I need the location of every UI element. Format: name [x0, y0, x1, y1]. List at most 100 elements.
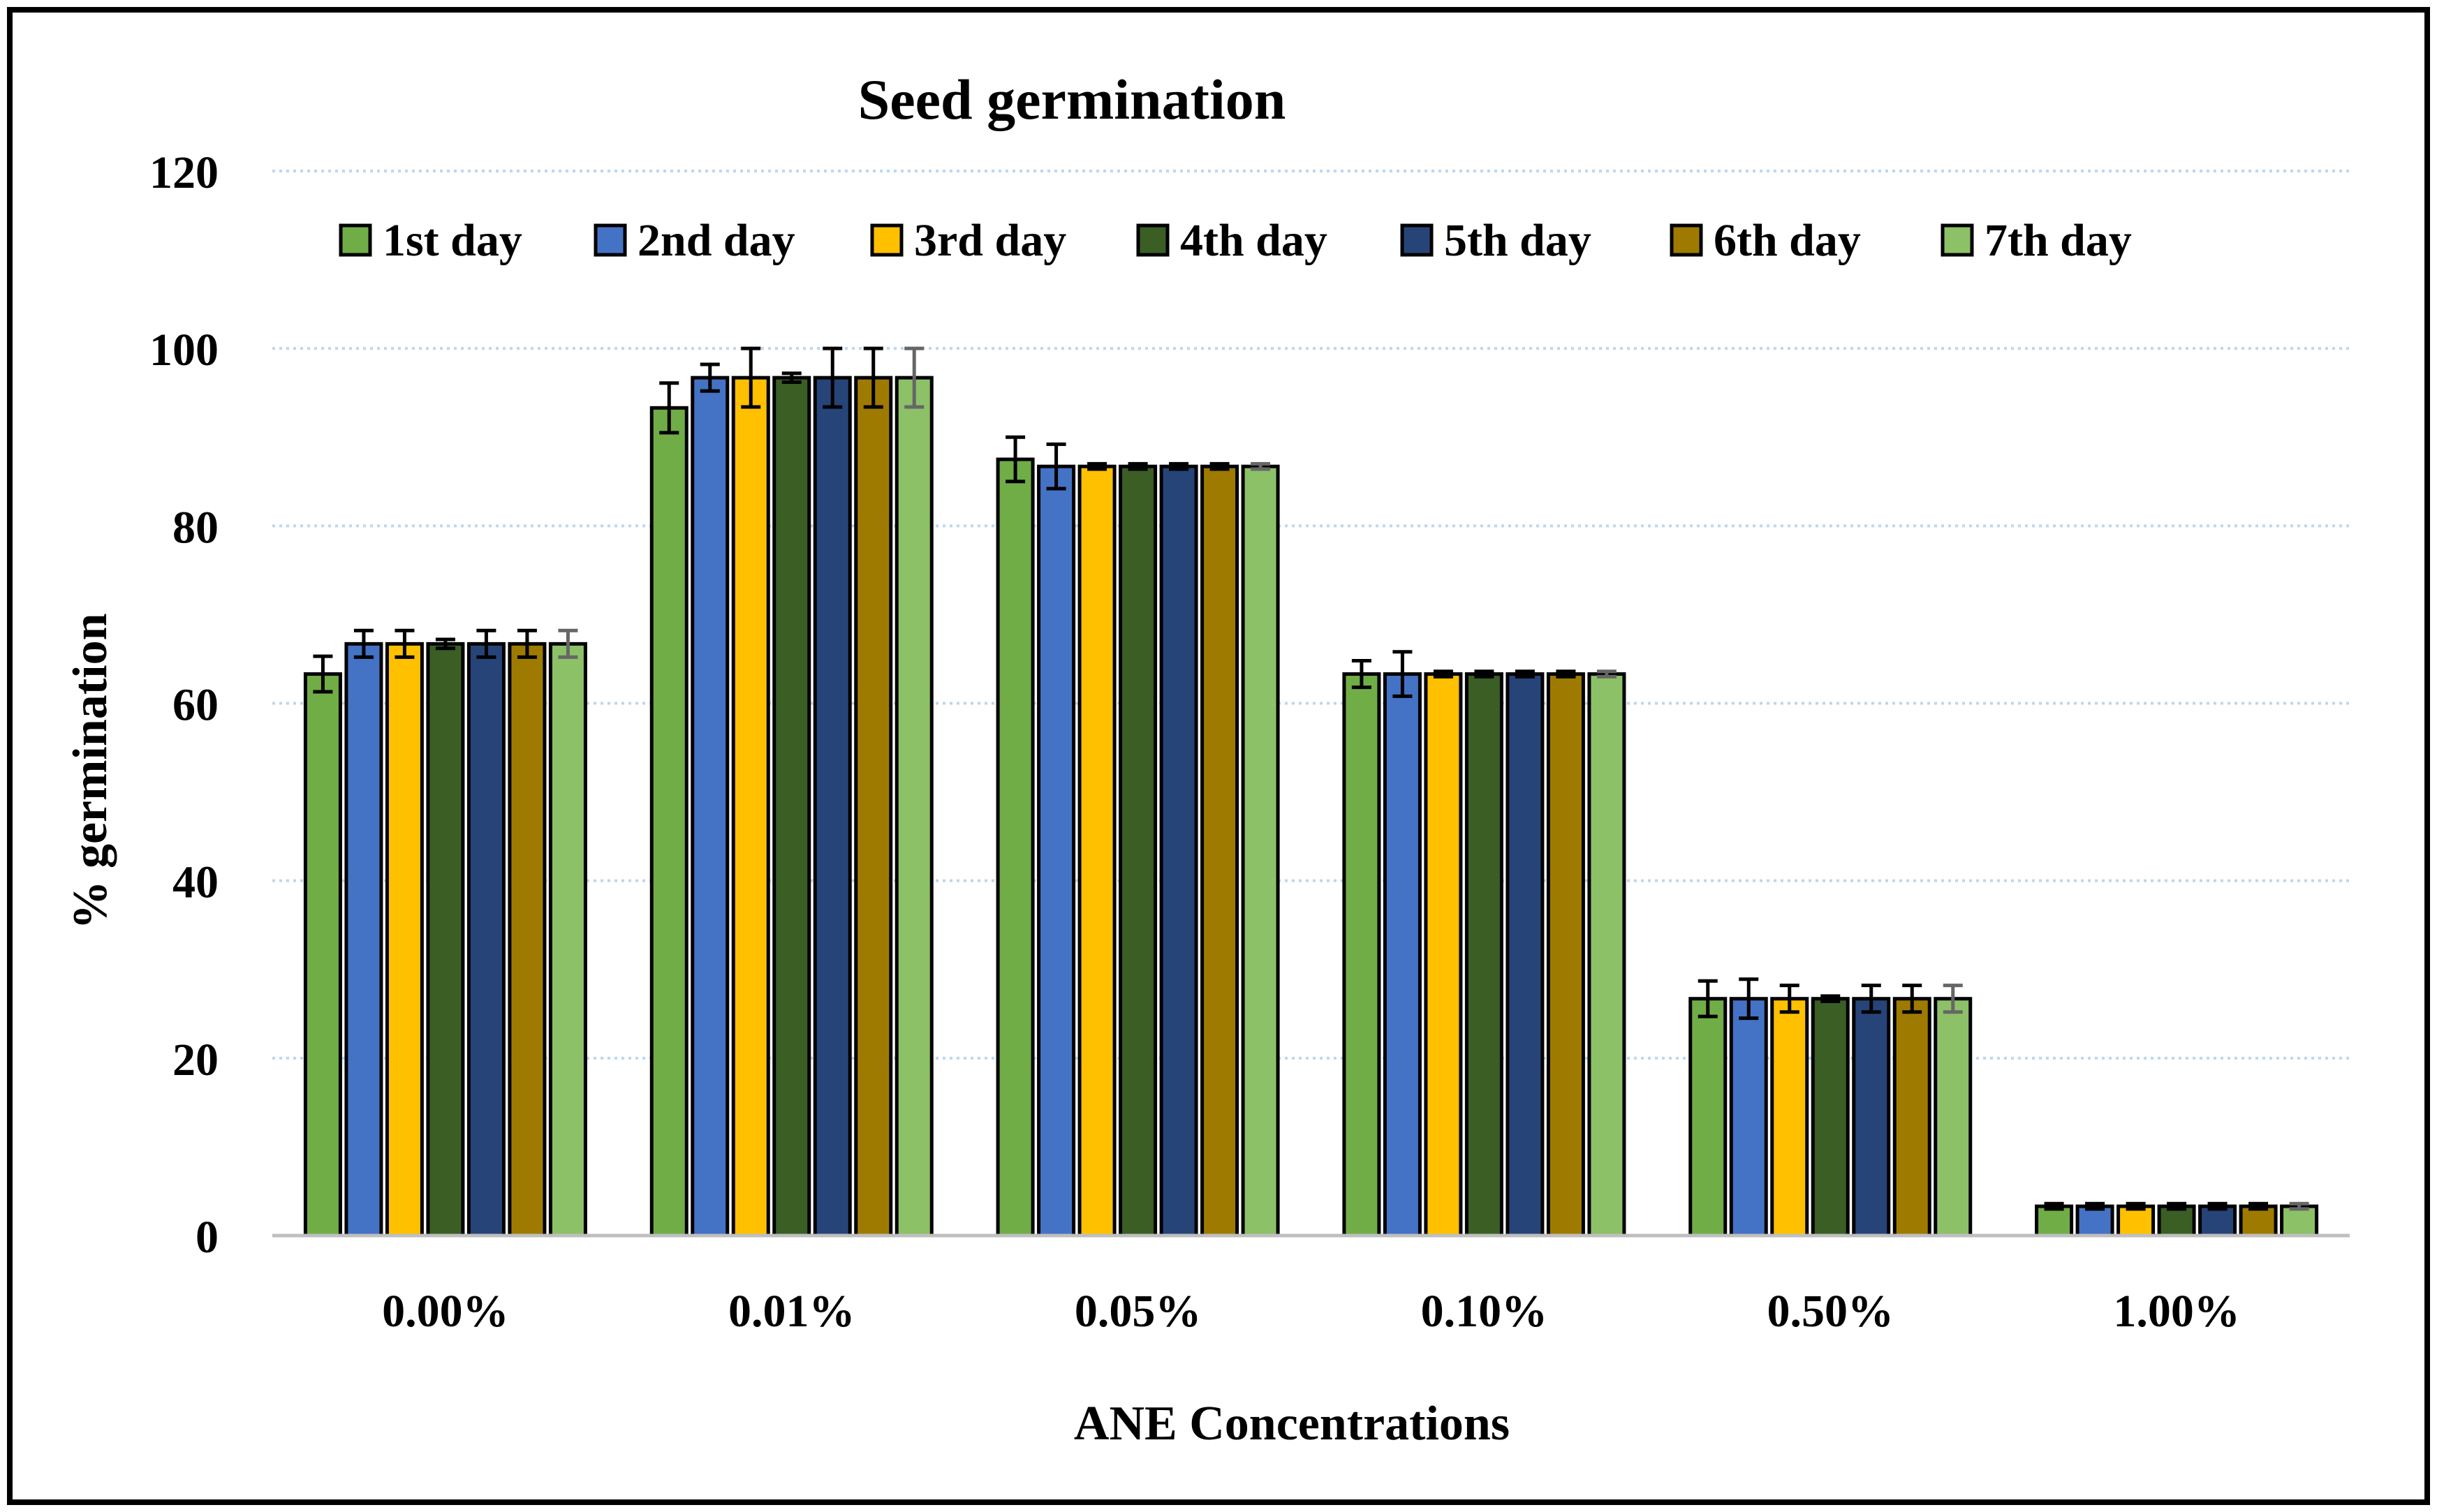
bar-3-3: [1077, 464, 1117, 1238]
error-bar-6-4: [1556, 669, 1576, 679]
bar-2-3: [1037, 464, 1076, 1238]
error-bar-2-4: [1392, 650, 1413, 698]
bar-6-4: [1546, 672, 1585, 1238]
bar-3-1: [385, 642, 424, 1238]
error-bar-3-4: [1433, 669, 1453, 679]
legend-label: 6th day: [1714, 215, 1861, 266]
error-bar-3-5: [1779, 984, 1799, 1014]
legend-label: 7th day: [1985, 215, 2132, 266]
error-bar-6-3: [1209, 461, 1230, 471]
bar-7-2: [894, 376, 934, 1238]
bar-2-4: [1383, 672, 1422, 1238]
bar-4-3: [1119, 464, 1158, 1238]
legend-swatch: [339, 223, 372, 257]
error-bar-5-6: [2207, 1201, 2228, 1211]
bar-3-5: [1770, 997, 1809, 1238]
bar-5-2: [813, 376, 852, 1238]
bar-1-3: [996, 457, 1035, 1238]
bar-3-4: [1424, 672, 1463, 1238]
error-bar-4-4: [1474, 669, 1494, 679]
x-tick-label: 0.10%: [1421, 1286, 1548, 1337]
legend-item-4: 4th day: [1136, 215, 1327, 266]
legend-label: 1st day: [383, 215, 522, 266]
error-bar-6-6: [2248, 1201, 2269, 1211]
x-axis-label: ANE Concentrations: [1074, 1397, 1510, 1451]
bar-6-3: [1200, 464, 1239, 1238]
error-bar-2-1: [353, 628, 374, 659]
legend-item-5: 5th day: [1400, 215, 1591, 266]
error-bar-layer: [313, 346, 2309, 1211]
legend-item-7: 7th day: [1941, 215, 2132, 266]
error-bar-7-2: [904, 346, 925, 409]
error-bar-3-6: [2126, 1201, 2146, 1211]
chart-title: Seed germination: [858, 68, 1286, 131]
bar-2-1: [344, 642, 383, 1238]
legend-swatch: [1670, 223, 1703, 257]
bar-5-5: [1852, 997, 1891, 1238]
bar-6-2: [854, 376, 893, 1238]
y-tick-label: 120: [149, 147, 219, 198]
error-bar-2-6: [2085, 1201, 2105, 1211]
bar-6-5: [1892, 997, 1931, 1238]
bar-7-1: [548, 642, 587, 1238]
bar-4-6: [2157, 1204, 2196, 1238]
x-tick-label: 0.00%: [382, 1286, 509, 1337]
error-bar-7-4: [1596, 669, 1617, 679]
error-bar-5-3: [1169, 461, 1189, 471]
error-bar-1-1: [313, 654, 333, 694]
y-tick-label: 20: [172, 1035, 219, 1085]
error-bar-7-5: [1943, 984, 1963, 1014]
legend-label: 5th day: [1444, 215, 1591, 266]
y-tick-label: 80: [172, 502, 219, 553]
error-bar-4-2: [781, 371, 802, 384]
error-bar-1-5: [1698, 979, 1718, 1018]
error-bar-6-5: [1902, 984, 1922, 1014]
bar-1-2: [649, 406, 689, 1238]
bar-2-2: [691, 376, 730, 1238]
legend-swatch: [1941, 223, 1974, 257]
y-axis-label: % germination: [64, 613, 117, 929]
legend-swatch: [870, 223, 904, 257]
x-tick-label: 0.50%: [1767, 1286, 1894, 1337]
error-bar-4-3: [1128, 461, 1148, 471]
x-axis-ticks: 0.00% 0.01% 0.05% 0.10% 0.50% 1.00%: [382, 1286, 2240, 1337]
x-tick-label: 0.01%: [728, 1286, 855, 1337]
error-bar-3-3: [1087, 461, 1107, 471]
bar-1-5: [1688, 997, 1728, 1238]
bar-5-3: [1159, 464, 1198, 1238]
bar-4-5: [1811, 997, 1850, 1238]
bar-1-1: [303, 672, 342, 1238]
error-bar-5-2: [823, 346, 843, 409]
legend-swatch: [594, 223, 627, 257]
bar-4-2: [772, 376, 811, 1238]
y-tick-label: 40: [172, 857, 219, 908]
error-bar-1-6: [2044, 1201, 2064, 1211]
y-axis-ticks: 0 20 40 60 80 100 120: [149, 147, 219, 1263]
bar-6-1: [508, 642, 547, 1238]
legend-swatch: [1136, 223, 1170, 257]
error-bar-4-6: [2167, 1201, 2187, 1211]
error-bar-5-1: [476, 628, 496, 659]
legend-swatch: [1400, 223, 1434, 257]
legend-label: 3rd day: [914, 215, 1066, 266]
error-bar-1-4: [1351, 659, 1371, 690]
error-bar-5-4: [1515, 669, 1535, 679]
legend: 1st day 2nd day 3rd day 4th day 5th day 6th d…: [339, 215, 2132, 266]
bar-2-5: [1729, 997, 1768, 1238]
bar-1-4: [1342, 672, 1381, 1238]
bar-4-1: [426, 642, 465, 1238]
error-bar-4-5: [1820, 994, 1841, 1003]
bar-5-1: [466, 642, 506, 1238]
legend-label: 4th day: [1180, 215, 1327, 266]
x-tick-label: 1.00%: [2113, 1286, 2240, 1337]
bar-4-4: [1464, 672, 1503, 1238]
error-bar-6-2: [863, 346, 883, 409]
error-bar-7-1: [558, 628, 578, 659]
y-tick-label: 0: [196, 1212, 219, 1263]
bar-7-3: [1241, 464, 1280, 1238]
error-bar-2-5: [1739, 977, 1759, 1021]
error-bar-1-2: [659, 381, 679, 435]
bar-3-2: [731, 376, 770, 1238]
